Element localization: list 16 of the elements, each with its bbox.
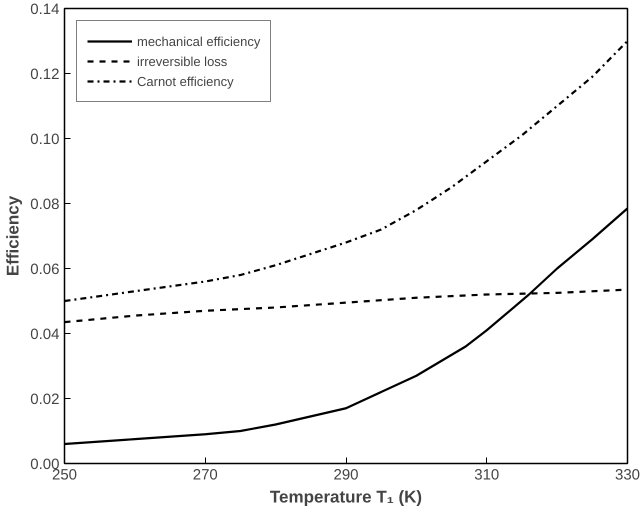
legend-label: irreversible loss: [137, 54, 228, 68]
x-tick-label: 290: [333, 466, 359, 484]
legend-label: mechanical efficiency: [137, 34, 260, 48]
y-tick-label: 0.04: [30, 326, 60, 343]
x-axis-title: Temperature T₁ (K): [270, 488, 422, 506]
y-tick-label: 0.08: [30, 196, 60, 213]
x-tick-label: 310: [474, 466, 500, 484]
y-tick-label: 0.14: [30, 1, 60, 18]
y-tick-label: 0.06: [30, 261, 60, 278]
y-tick-label: 0.12: [30, 66, 60, 83]
y-tick-label: 0.02: [30, 391, 60, 408]
x-tick-label: 330: [614, 466, 640, 484]
y-axis-title: Efficiency: [3, 195, 22, 276]
x-tick-label: 270: [192, 466, 218, 484]
y-tick-label: 0.10: [30, 131, 60, 148]
legend-label: Carnot efficiency: [137, 74, 234, 88]
